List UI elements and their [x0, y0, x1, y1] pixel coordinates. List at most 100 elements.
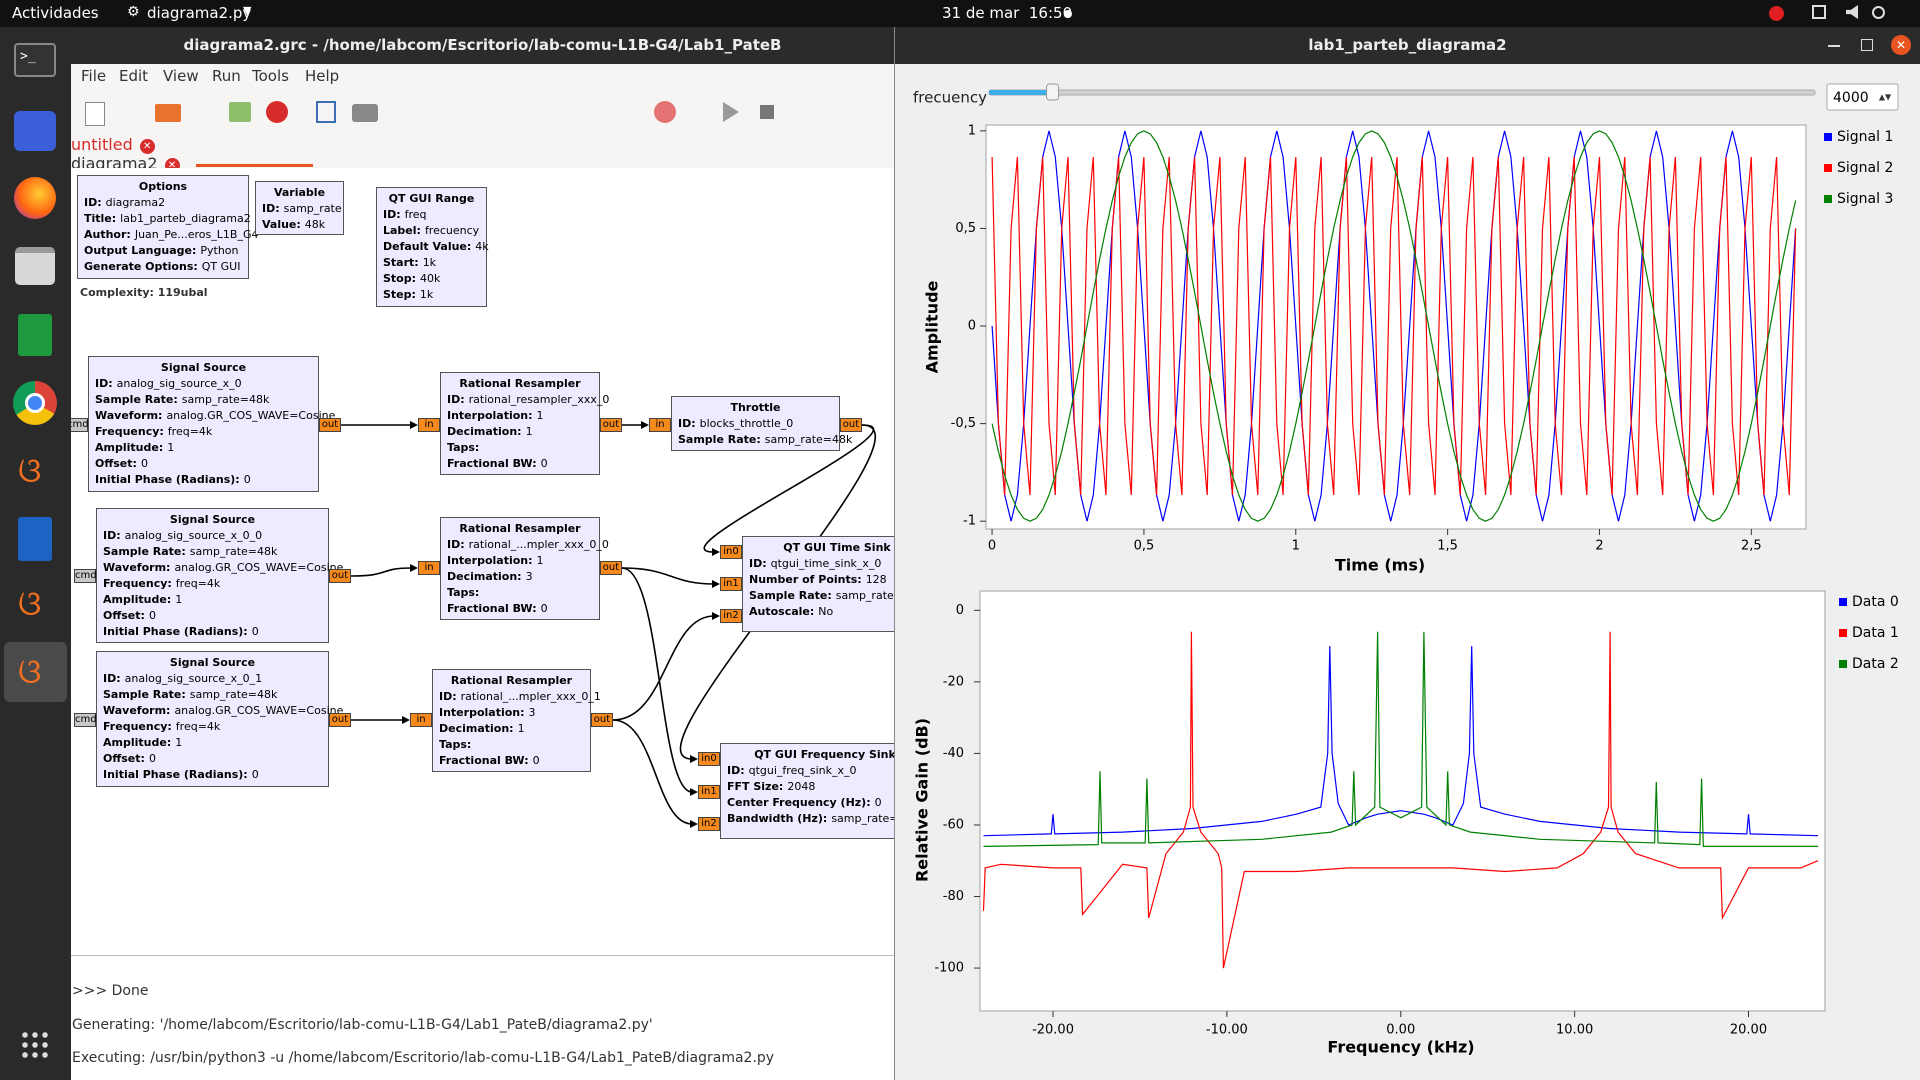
save-button[interactable] — [229, 102, 251, 122]
param-value: analog_sig_source_x_0 — [116, 377, 242, 390]
connections — [340, 421, 877, 828]
menu-item[interactable]: Tools — [252, 67, 289, 85]
slider-handle[interactable] — [1046, 83, 1060, 101]
gnuradio-icon[interactable]: ଓ — [18, 451, 42, 491]
apps-grid[interactable] — [20, 1030, 50, 1060]
input-port[interactable]: in — [410, 713, 432, 727]
new-button[interactable] — [85, 102, 105, 126]
terminal-icon[interactable]: >_ — [14, 43, 56, 77]
maximize-button[interactable] — [1861, 39, 1873, 51]
screenshot-icon[interactable] — [14, 111, 56, 151]
legend-label[interactable]: Data 0 — [1852, 594, 1899, 610]
active-app-highlight — [4, 642, 67, 702]
output-port[interactable]: out — [329, 713, 351, 727]
close-button[interactable] — [266, 101, 288, 123]
menu-item[interactable]: Run — [212, 67, 241, 85]
input-port[interactable]: in1 — [698, 785, 720, 799]
input-port[interactable]: in0 — [698, 752, 720, 766]
app-menu[interactable]: diagrama2.py — [147, 4, 252, 22]
block[interactable]: Signal Source ID: analog_sig_source_x_0_1 S… — [96, 651, 343, 787]
output-port[interactable]: out — [600, 561, 622, 575]
tab[interactable]: untitled ✕ — [71, 135, 894, 154]
output-port[interactable]: out — [600, 418, 622, 432]
series-line — [991, 156, 1797, 496]
firefox-icon[interactable] — [14, 177, 56, 219]
input-port[interactable]: in2 — [698, 817, 720, 831]
block[interactable]: QT GUI Range ID: freq Label: frecuency Defaul… — [376, 187, 489, 307]
input-port[interactable]: in2 — [720, 609, 742, 623]
stop-button[interactable] — [760, 105, 774, 119]
block-param: Offset: 0 — [103, 608, 322, 624]
param-label: Sample Rate: — [749, 589, 832, 602]
legend-label[interactable]: Data 2 — [1852, 656, 1899, 672]
block[interactable]: QT GUI Time Sink ID: qtgui_time_sink_x_0 Nu… — [742, 536, 894, 632]
param-value: QT GUI — [201, 260, 241, 273]
output-port[interactable]: out — [319, 418, 341, 432]
input-port[interactable]: in0 — [720, 545, 742, 559]
status-icon[interactable] — [1769, 6, 1784, 21]
activities[interactable]: Actividades — [12, 4, 99, 22]
gnuradio-icon[interactable]: ଓ — [18, 584, 42, 624]
output-port[interactable]: out — [329, 569, 351, 583]
print-button[interactable] — [352, 104, 378, 122]
legend-label[interactable]: Signal 3 — [1837, 191, 1893, 207]
files-icon[interactable] — [15, 247, 55, 285]
input-port[interactable]: in — [649, 418, 671, 432]
block[interactable]: Rational Resampler ID: rational_resampler_… — [440, 372, 609, 475]
network-icon[interactable] — [1812, 5, 1826, 19]
y-tick-label: 0 — [968, 319, 976, 334]
chrome-icon[interactable] — [13, 381, 57, 425]
tab-bar: untitled ✕ diagrama2 ✕ — [71, 135, 894, 173]
param-value: 48k — [304, 218, 326, 231]
param-label: Interpolation: — [447, 409, 533, 422]
block[interactable]: Options ID: diagrama2 Title: lab1_parteb_dia… — [77, 175, 258, 279]
param-label: ID: — [727, 764, 745, 777]
close-button[interactable]: ✕ — [1891, 35, 1911, 55]
console-line: Executing: /usr/bin/python3 -u /home/lab… — [72, 1050, 775, 1066]
legend-label[interactable]: Data 1 — [1852, 625, 1899, 641]
spin-box[interactable] — [1826, 83, 1899, 111]
input-port[interactable]: cmd — [74, 569, 97, 583]
output-port[interactable]: out — [840, 418, 862, 432]
menu-item[interactable]: Edit — [119, 67, 149, 85]
connection-arrow — [410, 421, 418, 429]
input-port[interactable]: in1 — [720, 577, 742, 591]
block-param: Fractional BW: 0 — [447, 456, 593, 472]
param-value: 0 — [243, 473, 251, 486]
input-port[interactable]: in — [418, 561, 440, 575]
param-label: Decimation: — [447, 425, 522, 438]
menu-item[interactable]: File — [81, 67, 107, 85]
block[interactable]: Rational Resampler ID: rational_...mpler_x… — [440, 517, 609, 620]
legend-label[interactable]: Signal 2 — [1837, 160, 1893, 176]
y-tick-label: -100 — [934, 961, 964, 976]
output-port[interactable]: out — [591, 713, 613, 727]
block-param: Frequency: freq=4k — [103, 719, 322, 735]
block[interactable]: Variable ID: samp_rate Value: 48k — [255, 181, 344, 235]
gnuradio-icon[interactable]: ଓ — [18, 652, 42, 692]
param-value: 1k — [419, 288, 434, 301]
menu-item[interactable]: View — [163, 67, 199, 85]
run-button[interactable] — [723, 102, 739, 122]
param-label: ID: — [262, 202, 280, 215]
input-port[interactable]: cmd — [74, 713, 97, 727]
edit-button[interactable] — [316, 101, 336, 123]
kill-button[interactable] — [654, 101, 676, 123]
menu-item[interactable]: Help — [305, 67, 340, 85]
writer-icon[interactable] — [18, 517, 52, 561]
power-icon[interactable] — [1872, 6, 1885, 19]
block[interactable]: Signal Source ID: analog_sig_source_x_0_0 S… — [96, 508, 343, 643]
block[interactable]: Rational Resampler ID: rational_...mpler_x… — [432, 669, 601, 772]
block[interactable]: Throttle ID: blocks_throttle_0 Sample Rate:… — [671, 396, 852, 451]
param-label: Step: — [383, 288, 416, 301]
legend-label[interactable]: Signal 1 — [1837, 129, 1893, 145]
block[interactable]: Signal Source ID: analog_sig_source_x_0 Sam… — [88, 356, 335, 492]
input-port[interactable]: cmd — [71, 418, 89, 432]
open-button[interactable] — [155, 104, 181, 122]
param-label: ID: — [103, 529, 121, 542]
clock[interactable]: 31 de mar 16:50 — [942, 4, 1073, 22]
input-port[interactable]: in — [418, 418, 440, 432]
tab-close[interactable]: ✕ — [139, 139, 155, 154]
minimize-button[interactable] — [1828, 45, 1840, 47]
block[interactable]: QT GUI Frequency Sink ID: qtgui_freq_sink_… — [720, 743, 894, 839]
calc-icon[interactable] — [18, 314, 52, 356]
